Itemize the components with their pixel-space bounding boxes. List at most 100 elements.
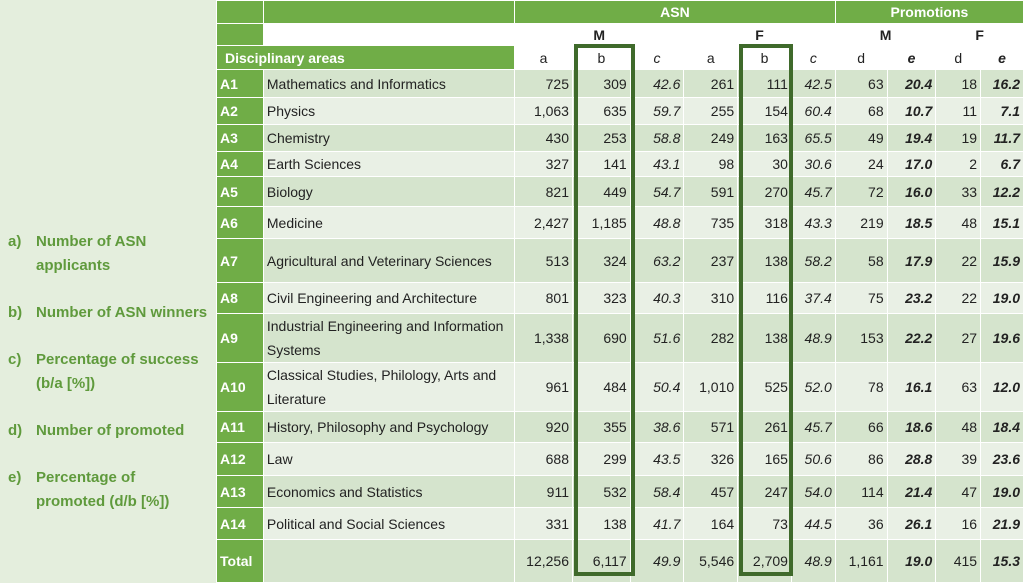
- row-value: 42.5: [790, 69, 836, 98]
- row-value: 54.0: [790, 475, 836, 508]
- row-code: Total: [216, 539, 264, 583]
- row-value: 690: [571, 313, 631, 363]
- row-value: 23.6: [980, 442, 1024, 476]
- row-value: 58.8: [629, 124, 685, 152]
- row-value: 40.3: [629, 282, 685, 314]
- row-value: 138: [571, 507, 631, 540]
- row-value: 19.6: [980, 313, 1024, 363]
- row-value: 6.7: [980, 151, 1024, 177]
- row-value: 911: [514, 475, 573, 508]
- row-value: 21.9: [980, 507, 1024, 540]
- row-area-name: Economics and Statistics: [262, 475, 516, 508]
- row-value: 513: [514, 238, 573, 283]
- col-header: e: [886, 45, 937, 70]
- row-value: 17.0: [886, 151, 937, 177]
- row-value: 36: [834, 507, 888, 540]
- row-value: 309: [571, 69, 631, 98]
- header-row-gender: M F M F: [216, 23, 1024, 46]
- row-value: 327: [514, 151, 573, 177]
- highlight-asn-f-winners: [739, 44, 793, 576]
- row-value: 16: [935, 507, 982, 540]
- row-value: 49.9: [629, 539, 685, 583]
- row-value: 66: [834, 411, 888, 443]
- col-header: b: [571, 45, 631, 70]
- row-area-name: Civil Engineering and Architecture: [262, 282, 516, 314]
- row-value: 326: [683, 442, 739, 476]
- row-value: 18.6: [886, 411, 937, 443]
- table-body: A1 Mathematics and Informatics 725 309 42.6 2…: [216, 69, 1024, 583]
- table-row: A12 Law 688 299 43.5 326 165 50.6 86 28.8 39 23.6: [216, 442, 1024, 476]
- row-value: 78: [834, 362, 888, 412]
- row-value: 1,338: [514, 313, 573, 363]
- table-row: A9 Industrial Engineering and Information…: [216, 313, 1024, 363]
- row-value: 73: [737, 507, 792, 540]
- row-value: 16.1: [886, 362, 937, 412]
- row-code: A9: [216, 313, 264, 363]
- row-value: 48: [935, 411, 982, 443]
- legend-item: e) Percentage of promoted (d/b [%]): [8, 466, 208, 514]
- row-value: 821: [514, 176, 573, 207]
- row-code: A1: [216, 69, 264, 98]
- table-row: A13 Economics and Statistics 911 532 58.4 457…: [216, 475, 1024, 508]
- row-value: 255: [683, 97, 739, 125]
- col-header: d: [935, 45, 982, 70]
- row-value: 457: [683, 475, 739, 508]
- legend-item: a) Number of ASN applicants: [8, 230, 208, 278]
- col-header: d: [834, 45, 888, 70]
- legend-text: Number of promoted: [36, 422, 185, 439]
- row-value: 33: [935, 176, 982, 207]
- row-area-name: Industrial Engineering and Information S…: [262, 313, 516, 363]
- row-value: 43.1: [629, 151, 685, 177]
- row-value: 725: [514, 69, 573, 98]
- row-value: 114: [834, 475, 888, 508]
- row-value: 45.7: [790, 411, 836, 443]
- row-value: 19.0: [886, 539, 937, 583]
- row-value: 449: [571, 176, 631, 207]
- legend-item: d) Number of promoted: [8, 419, 208, 443]
- row-value: 18: [935, 69, 982, 98]
- header-prom-f: F: [935, 23, 1024, 46]
- row-code: A10: [216, 362, 264, 412]
- table-row: A11 History, Philosophy and Psychology 920…: [216, 411, 1024, 443]
- col-header: b: [737, 45, 792, 70]
- table-row: A2 Physics 1,063 635 59.7 255 154 60.4 68 10.7 11 7…: [216, 97, 1024, 125]
- row-value: 299: [571, 442, 631, 476]
- row-value: 48.9: [790, 313, 836, 363]
- row-code: A3: [216, 124, 264, 152]
- row-value: 12.2: [980, 176, 1024, 207]
- header-blank: [216, 0, 264, 24]
- row-area-name: Biology: [262, 176, 516, 207]
- row-code: A4: [216, 151, 264, 177]
- header-promotions: Promotions: [834, 0, 1024, 24]
- row-value: 44.5: [790, 507, 836, 540]
- row-value: 318: [737, 206, 792, 239]
- row-value: 1,010: [683, 362, 739, 412]
- row-value: 249: [683, 124, 739, 152]
- header-blank: [262, 0, 516, 24]
- row-value: 1,185: [571, 206, 631, 239]
- row-value: 22: [935, 238, 982, 283]
- row-value: 7.1: [980, 97, 1024, 125]
- row-value: 54.7: [629, 176, 685, 207]
- row-value: 961: [514, 362, 573, 412]
- legend-letter: e): [8, 469, 22, 486]
- row-value: 59.7: [629, 97, 685, 125]
- row-value: 75: [834, 282, 888, 314]
- row-value: 635: [571, 97, 631, 125]
- row-area-name: [262, 539, 516, 583]
- row-value: 58: [834, 238, 888, 283]
- row-value: 50.4: [629, 362, 685, 412]
- table-row: A1 Mathematics and Informatics 725 309 42.6 2…: [216, 69, 1024, 98]
- row-value: 17.9: [886, 238, 937, 283]
- row-value: 24: [834, 151, 888, 177]
- row-value: 63: [935, 362, 982, 412]
- row-value: 19.0: [980, 475, 1024, 508]
- table-row: A7 Agricultural and Veterinary Sciences 51…: [216, 238, 1024, 283]
- row-area-name: Earth Sciences: [262, 151, 516, 177]
- row-value: 58.2: [790, 238, 836, 283]
- row-value: 331: [514, 507, 573, 540]
- legend-text: Percentage of promoted (d/b [%]): [36, 469, 170, 510]
- row-value: 16.2: [980, 69, 1024, 98]
- row-area-name: Mathematics and Informatics: [262, 69, 516, 98]
- row-value: 735: [683, 206, 739, 239]
